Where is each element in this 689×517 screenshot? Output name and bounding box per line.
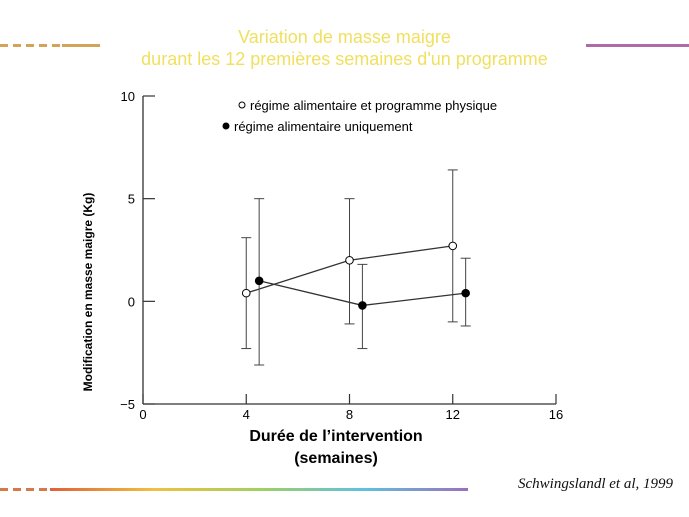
legend-label: régime alimentaire et programme physique: [250, 98, 497, 113]
data-point-filled: [358, 301, 367, 310]
y-tick-label: 5: [128, 192, 135, 207]
x-tick-label: 4: [243, 407, 250, 422]
chart-marks: [241, 169, 471, 366]
decorative-rule-bottom-gradient: [50, 488, 468, 491]
decorative-rule-bottom-left: [0, 488, 50, 491]
data-point-open: [448, 241, 458, 251]
chart-legend: régime alimentaire et programme physique…: [222, 98, 497, 134]
chart-axes: −5 0 5 10 0 4 8 12 16: [120, 89, 563, 422]
y-tick-label: 10: [121, 89, 135, 104]
decorative-rule-top-right: [586, 44, 689, 47]
y-axis-label: Modification en masse maigre (Kg): [81, 193, 95, 392]
data-point-filled: [461, 288, 470, 298]
legend-label: régime alimentaire uniquement: [234, 119, 413, 134]
slide-title-line2: durant les 12 premières semaines d'un pr…: [141, 49, 548, 69]
legend-marker: [238, 101, 246, 109]
y-tick-label: 0: [128, 294, 135, 309]
slide-title: Variation de masse maigre durant les 12 …: [0, 26, 689, 70]
citation: Schwingslandl et al, 1999: [518, 476, 673, 492]
x-tick-label: 8: [346, 407, 353, 422]
legend-marker: [222, 122, 230, 130]
x-tick-label: 12: [446, 407, 460, 422]
slide-title-line1: Variation de masse maigre: [238, 27, 451, 47]
y-tick-label: −5: [120, 397, 135, 412]
x-tick-label: 16: [549, 407, 563, 422]
decorative-rule-top-left-solid: [62, 44, 100, 47]
data-point-filled: [254, 276, 264, 286]
decorative-rule-top-left: [0, 44, 100, 47]
x-tick-label: 0: [139, 407, 146, 422]
data-point-open: [345, 255, 354, 265]
data-point-open: [241, 288, 251, 298]
x-axis-label-line1: Durée de l’intervention: [249, 428, 422, 445]
x-axis-label-line2: (semaines): [294, 450, 378, 467]
